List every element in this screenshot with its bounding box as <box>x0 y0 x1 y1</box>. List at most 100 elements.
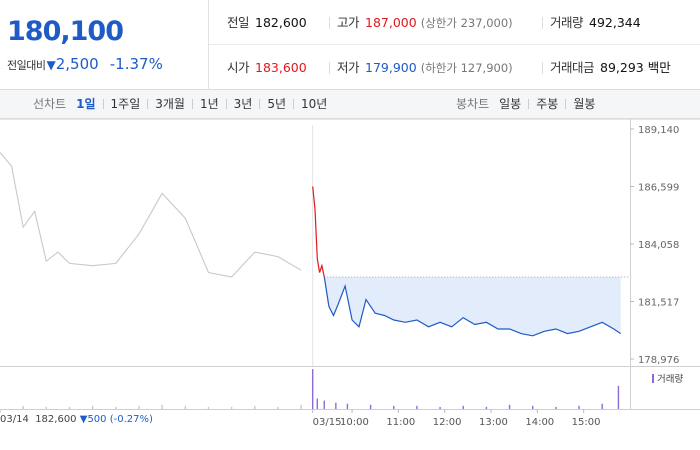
volume-bar <box>138 405 140 409</box>
stat-value: 182,600 <box>255 15 307 30</box>
period-1y[interactable]: 1년 <box>199 97 219 111</box>
price-box: 180,100 전일대비▼2,500 -1.37% <box>0 0 209 90</box>
stats-panel: 전일 182,600 고가 187,000 (상한가 237,000) 거래량 492,… <box>209 0 700 90</box>
volume-swatch <box>652 374 654 383</box>
volume-bar <box>91 405 94 409</box>
prev-change: 500 <box>87 414 107 425</box>
divider <box>102 99 104 109</box>
period-monthly[interactable]: 월봉 <box>573 97 596 111</box>
stat-volume: 거래량 492,344 <box>542 0 641 45</box>
period-10y[interactable]: 10년 <box>301 97 328 111</box>
lower-limit: (하한가 127,900) <box>420 61 513 75</box>
y-tick-label: 184,058 <box>638 240 679 251</box>
current-price: 180,100 <box>7 16 124 47</box>
y-tick-label: 181,517 <box>638 298 679 309</box>
prev-date: 03/14 <box>0 414 29 425</box>
volume-bar <box>532 405 534 409</box>
stat-label: 거래대금 <box>550 60 595 75</box>
stat-value: 183,600 <box>255 60 307 75</box>
y-tick-label: 178,976 <box>638 355 679 366</box>
stats-row-1: 전일 182,600 고가 187,000 (상한가 237,000) 거래량 492,… <box>209 0 700 45</box>
volume-bar <box>578 405 580 409</box>
stat-low: 저가 179,900 (하한가 127,900) <box>329 45 513 90</box>
x-tick-label: 14:00 <box>525 417 554 428</box>
period-1d[interactable]: 1일 <box>76 97 96 111</box>
volume-legend: 거래량 <box>652 371 683 385</box>
volume-bar <box>485 406 488 409</box>
stat-trade-value: 거래대금 89,293 백만 <box>542 45 671 90</box>
volume-bar <box>184 405 186 409</box>
upper-limit: (상한가 237,000) <box>420 16 513 30</box>
line-chart-label: 선차트 <box>33 97 67 111</box>
volume-bar <box>161 404 163 409</box>
stat-value: 492,344 <box>589 15 641 30</box>
prev-day-price-line <box>0 152 302 278</box>
volume-bar <box>316 398 319 409</box>
stat-label: 시가 <box>227 60 250 75</box>
stat-value: 187,000 <box>365 15 417 30</box>
stat-value: 179,900 <box>365 60 417 75</box>
candle-chart-label: 봉차트 <box>456 97 490 111</box>
period-weekly[interactable]: 주봉 <box>536 97 559 111</box>
volume-bar <box>335 402 337 409</box>
stat-label: 고가 <box>337 15 360 30</box>
change-percent: -1.37% <box>109 55 163 73</box>
y-tick-label: 186,599 <box>638 183 679 194</box>
change-row: 전일대비▼2,500 -1.37% <box>7 54 163 73</box>
down-arrow-icon: ▼ <box>46 58 56 72</box>
volume-legend-label: 거래량 <box>657 374 684 385</box>
stats-row-2: 시가 183,600 저가 179,900 (하한가 127,900) 거래대금 89,… <box>209 45 700 90</box>
volume-bar <box>462 405 464 409</box>
divider <box>528 99 530 109</box>
volume-bar <box>254 405 256 409</box>
period-daily[interactable]: 일봉 <box>499 97 522 111</box>
chart-toolbar: 선차트 1일 1주일 3개월 1년 3년 5년 10년 봉차트 일봉 주봉 월봉 <box>0 90 700 119</box>
volume-bar <box>277 406 279 409</box>
down-arrow-icon: ▼ <box>79 414 88 425</box>
x-tick-label: 11:00 <box>386 417 415 428</box>
volume-bar <box>311 369 314 409</box>
prev-change-pct: (-0.27%) <box>109 414 153 425</box>
candle-chart-periods: 봉차트 일봉 주봉 월봉 <box>456 90 597 119</box>
volume-bar <box>617 385 620 409</box>
period-1w[interactable]: 1주일 <box>110 97 141 111</box>
x-tick-label: 12:00 <box>433 417 462 428</box>
today-open-line <box>312 186 325 278</box>
divider <box>293 99 295 109</box>
volume-bar <box>346 403 349 409</box>
period-5y[interactable]: 5년 <box>267 97 287 111</box>
prev-close: 182,600 <box>35 414 77 425</box>
x-tick-label: 10:00 <box>340 417 369 428</box>
divider <box>259 99 261 109</box>
volume-bar <box>323 400 325 409</box>
volume-bar <box>22 405 24 409</box>
period-3y[interactable]: 3년 <box>233 97 253 111</box>
stat-label: 저가 <box>337 60 360 75</box>
change-label: 전일대비 <box>7 59 46 72</box>
stock-header: 180,100 전일대비▼2,500 -1.37% 전일 182,600 고가 18… <box>0 0 700 90</box>
stat-label: 전일 <box>227 15 250 30</box>
stat-value: 89,293 백만 <box>600 60 671 75</box>
divider <box>191 99 193 109</box>
divider <box>147 99 149 109</box>
y-tick-label: 189,140 <box>638 125 679 136</box>
x-tick-label: 03/15 <box>313 417 342 428</box>
volume-bar <box>439 406 441 409</box>
divider <box>565 99 567 109</box>
x-tick-label: 15:00 <box>572 417 601 428</box>
volume-bar <box>300 404 302 409</box>
period-3m[interactable]: 3개월 <box>155 97 185 111</box>
stat-label: 거래량 <box>550 15 584 30</box>
volume-bar <box>207 406 210 409</box>
stat-prev-close: 전일 182,600 <box>227 0 307 45</box>
volume-bar <box>601 403 603 409</box>
prev-day-info: 03/14 182,600 ▼500 (-0.27%) <box>0 414 153 425</box>
stat-high: 고가 187,000 (상한가 237,000) <box>329 0 513 45</box>
volume-bar <box>555 406 557 409</box>
volume-bar <box>230 406 233 409</box>
change-amount: 2,500 <box>55 55 99 73</box>
intraday-chart[interactable]: 189,140 186,599 184,058 181,517 178,976 03/15… <box>0 119 700 450</box>
divider <box>225 99 227 109</box>
volume-bar <box>68 406 71 409</box>
stat-open: 시가 183,600 <box>227 45 307 90</box>
